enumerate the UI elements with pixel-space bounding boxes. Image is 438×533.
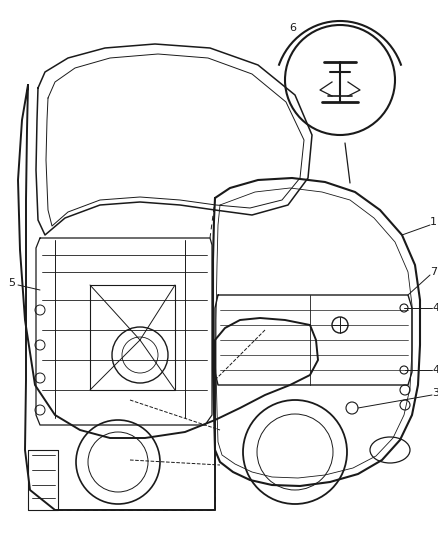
Text: 1: 1 xyxy=(430,217,437,227)
Text: 7: 7 xyxy=(430,267,437,277)
Text: 3: 3 xyxy=(432,388,438,398)
Text: 6: 6 xyxy=(290,23,297,33)
Text: 5: 5 xyxy=(8,278,15,288)
Text: 4: 4 xyxy=(432,303,438,313)
Text: 4: 4 xyxy=(432,365,438,375)
